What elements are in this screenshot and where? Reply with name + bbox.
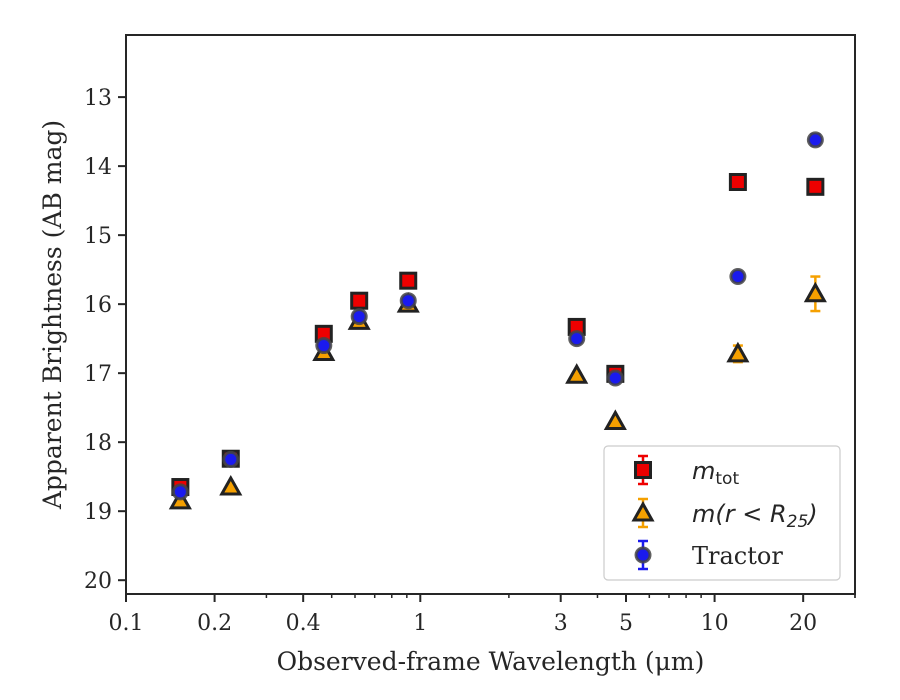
plot-frame xyxy=(125,34,856,595)
data-point-mr25 xyxy=(603,409,627,430)
x-tick-label: 5 xyxy=(619,611,633,636)
legend-item-mtot: mtot xyxy=(634,454,739,489)
data-point-mtot xyxy=(350,291,369,310)
series-tractor xyxy=(171,131,824,501)
legend-marker-tractor xyxy=(634,546,652,564)
legend-marker-mr25 xyxy=(631,500,655,522)
y-axis-label: Apparent Brightness (AB mag) xyxy=(38,120,67,510)
legend-item-tractor: Tractor xyxy=(634,539,783,571)
x-tick-label: 10 xyxy=(701,611,729,636)
data-point-tractor xyxy=(315,337,333,355)
x-axis-label: Observed-frame Wavelength (μm) xyxy=(277,647,705,676)
data-point-mr25 xyxy=(726,341,750,363)
data-point-mtot xyxy=(728,172,747,191)
data-point-tractor xyxy=(806,131,824,149)
y-tick-label: 13 xyxy=(84,86,112,111)
data-point-mr25 xyxy=(803,281,827,303)
y-tick-label: 19 xyxy=(84,500,112,525)
x-axis-ticks: 0.1 0.2 0.4 1 3 5 10 20 xyxy=(109,594,856,636)
x-tick-label: 20 xyxy=(789,611,817,636)
legend-label-mr25: m(r < R25) xyxy=(692,500,818,532)
y-tick-label: 18 xyxy=(84,431,112,456)
data-point-mr25 xyxy=(219,474,243,496)
data-point-mtot xyxy=(399,271,418,290)
x-tick-label: 0.2 xyxy=(197,611,232,636)
legend-item-mr25: m(r < R25) xyxy=(631,497,818,532)
legend-box xyxy=(603,445,841,581)
x-tick-label: 1 xyxy=(413,611,427,636)
data-point-tractor xyxy=(222,450,240,468)
x-tick-label: 0.4 xyxy=(286,611,321,636)
y-tick-label: 14 xyxy=(84,155,112,180)
data-point-tractor xyxy=(729,268,747,286)
data-point-tractor xyxy=(399,292,417,310)
data-point-tractor xyxy=(568,330,586,348)
y-tick-label: 17 xyxy=(84,362,112,387)
y-tick-label: 15 xyxy=(84,224,112,249)
data-marks xyxy=(168,131,827,510)
data-point-tractor xyxy=(350,308,368,326)
legend-label-mtot: mtot xyxy=(692,457,739,489)
y-tick-label: 20 xyxy=(84,569,112,594)
x-tick-label: 0.1 xyxy=(109,611,144,636)
x-tick-label: 3 xyxy=(554,611,568,636)
data-point-tractor xyxy=(171,483,189,501)
data-point-mtot xyxy=(806,177,825,196)
y-axis-ticks: 13 14 15 16 17 18 19 20 xyxy=(84,86,126,594)
legend-label-tractor: Tractor xyxy=(692,542,783,570)
data-point-mr25 xyxy=(565,363,589,384)
y-tick-label: 16 xyxy=(84,293,112,318)
legend-marker-mtot xyxy=(634,461,652,479)
data-point-tractor xyxy=(606,369,624,387)
legend: mtot m(r < R25) Tractor xyxy=(603,445,841,581)
